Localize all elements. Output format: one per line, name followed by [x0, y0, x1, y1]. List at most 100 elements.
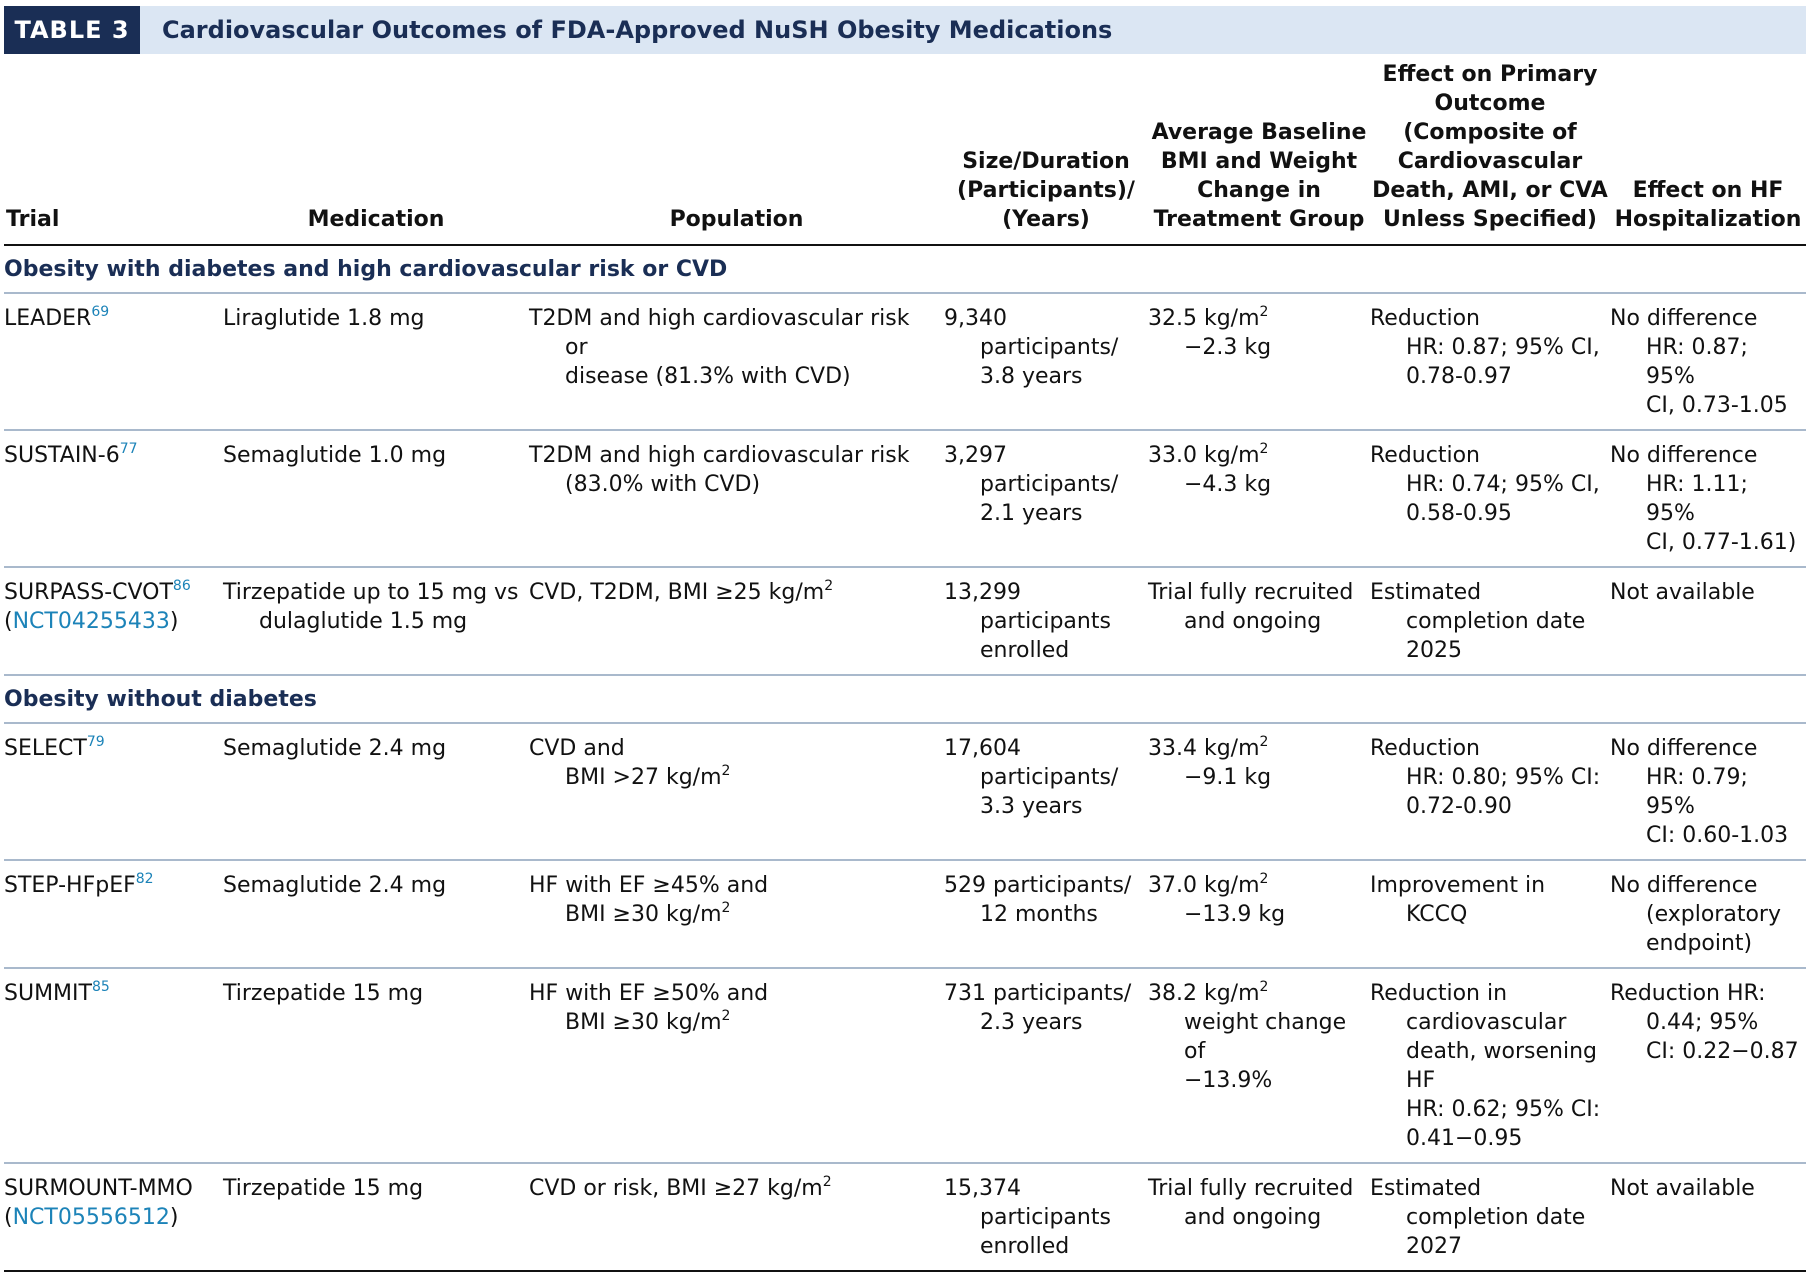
reference-link[interactable]: 77: [119, 441, 138, 457]
cell-hf-hospitalization: Reduction HR: 0.44; 95% CI: 0.22−0.87: [1610, 968, 1806, 1164]
col-header-primary-outcome: Effect on Primary Outcome (Composite of Car…: [1370, 60, 1610, 246]
cell-size-duration: 9,340 participants/3.8 years: [944, 293, 1148, 431]
cell-primary-outcome: Reduction HR: 0.87; 95% CI, 0.78-0.97: [1370, 293, 1610, 431]
cell-primary-outcome-line: Improvement in: [1370, 873, 1546, 898]
cell-hf-hospitalization-line: HR: 1.11; 95%: [1646, 472, 1748, 526]
trial-name: STEP-HFpEF: [4, 873, 136, 898]
table-row: SUSTAIN-677 Semaglutide 1.0 mg T2DM and hi…: [4, 430, 1806, 568]
cell-medication: Tirzepatide 15 mg: [223, 968, 529, 1164]
cell-trial: SURMOUNT-MMO (NCT05556512): [4, 1163, 223, 1272]
cell-size-duration-line: enrolled: [980, 638, 1070, 663]
col-header-medication: Medication: [223, 60, 529, 246]
cell-size-duration: 529 participants/12 months: [944, 860, 1148, 969]
col-header-bmi: Average Baseline BMI and Weight Change in T…: [1148, 60, 1370, 246]
cell-primary-outcome-line: 0.78-0.97: [1406, 364, 1512, 389]
cell-hf-hospitalization-line: CI: 0.60-1.03: [1646, 823, 1789, 848]
reference-link[interactable]: 79: [86, 734, 105, 750]
trial-name: SUSTAIN-6: [4, 443, 120, 468]
cell-population: CVD, T2DM, BMI ≥25 kg/m2: [529, 567, 944, 676]
reference-link[interactable]: 69: [91, 304, 110, 320]
cell-medication-line: Tirzepatide 15 mg: [223, 981, 424, 1006]
table-body: Obesity with diabetes and high cardiovas…: [4, 245, 1806, 1272]
cell-hf-hospitalization-line: 0.44; 95%: [1646, 1010, 1759, 1035]
cell-bmi-weight: Trial fully recruited and ongoing: [1148, 1163, 1370, 1272]
cell-primary-outcome-line: Reduction: [1370, 306, 1480, 331]
cell-hf-hospitalization-line: No difference: [1610, 873, 1758, 898]
cell-size-duration-line: participants: [980, 609, 1111, 634]
cell-primary-outcome-line: KCCQ: [1406, 902, 1468, 927]
cell-primary-outcome-line: HR: 0.87; 95% CI,: [1406, 335, 1600, 360]
cell-size-duration-line: 3.8 years: [980, 364, 1083, 389]
cell-size-duration-line: 3,297: [944, 443, 1007, 468]
cell-medication-line: Semaglutide 1.0 mg: [223, 443, 447, 468]
cell-primary-outcome-line: completion date: [1406, 1205, 1586, 1230]
cell-size-duration-line: participants/: [980, 765, 1119, 790]
cell-bmi-weight-line: 38.2 kg/m: [1148, 981, 1260, 1006]
cell-population: T2DM and high cardiovascular risk (83.0% …: [529, 430, 944, 568]
cell-primary-outcome-line: 2025: [1406, 638, 1462, 663]
trial-name: SUMMIT: [4, 981, 92, 1006]
table-row: SURPASS-CVOT86 (NCT04255433) Tirzepatide u…: [4, 567, 1806, 676]
cell-size-duration-line: 9,340: [944, 306, 1007, 331]
cell-population-line: T2DM and high cardiovascular risk: [529, 443, 910, 468]
cell-bmi-weight-line: −13.9 kg: [1184, 902, 1286, 927]
cell-hf-hospitalization-line: CI, 0.73-1.05: [1646, 393, 1788, 418]
cell-population: HF with EF ≥50% and BMI ≥30 kg/m2: [529, 968, 944, 1164]
cell-primary-outcome-line: Reduction in: [1370, 981, 1508, 1006]
trial-registry-link[interactable]: NCT05556512: [12, 1205, 170, 1230]
cell-medication-line: Semaglutide 2.4 mg: [223, 736, 447, 761]
cell-population-line: T2DM and high cardiovascular risk or: [529, 306, 910, 360]
cell-hf-hospitalization-line: (exploratory: [1646, 902, 1781, 927]
reference-link[interactable]: 86: [172, 578, 191, 594]
cell-trial: SURPASS-CVOT86 (NCT04255433): [4, 567, 223, 676]
col-header-trial: Trial: [4, 60, 223, 246]
cell-hf-hospitalization-line: HR: 0.79; 95%: [1646, 765, 1748, 819]
cell-bmi-weight-line: and ongoing: [1184, 609, 1322, 634]
cell-population-line: HF with EF ≥45% and: [529, 873, 769, 898]
cell-primary-outcome-line: HR: 0.74; 95% CI,: [1406, 472, 1600, 497]
cell-size-duration-line: 731 participants/: [944, 981, 1132, 1006]
cell-hf-hospitalization: No difference HR: 0.87; 95% CI, 0.73-1.05: [1610, 293, 1806, 431]
cell-trial: LEADER69: [4, 293, 223, 431]
table-number-tag: TABLE 3: [4, 6, 140, 54]
cell-hf-hospitalization-line: No difference: [1610, 443, 1758, 468]
cell-hf-hospitalization-line: Reduction HR:: [1610, 981, 1766, 1006]
reference-link[interactable]: 82: [135, 871, 154, 887]
cell-bmi-weight-line: 32.5 kg/m: [1148, 306, 1260, 331]
trial-name: LEADER: [4, 306, 92, 331]
cell-population-line: CVD and: [529, 736, 625, 761]
cell-size-duration-line: 529 participants/: [944, 873, 1132, 898]
cell-size-duration-line: 3.3 years: [980, 794, 1083, 819]
cell-trial: SELECT79: [4, 723, 223, 861]
cell-bmi-weight-line: −4.3 kg: [1184, 472, 1272, 497]
cell-size-duration-line: 17,604: [944, 736, 1021, 761]
cell-primary-outcome-line: HF: [1406, 1068, 1436, 1093]
col-header-hf: Effect on HF Hospitalization: [1610, 60, 1806, 246]
cell-medication: Liraglutide 1.8 mg: [223, 293, 529, 431]
reference-link[interactable]: 85: [91, 979, 110, 995]
outcomes-table: Trial Medication Population Size/Duratio…: [4, 60, 1806, 1272]
section-label: Obesity without diabetes: [4, 675, 1806, 724]
cell-medication: Tirzepatide up to 15 mg vs dulaglutide 1.…: [223, 567, 529, 676]
cell-bmi-weight: 32.5 kg/m2 −2.3 kg: [1148, 293, 1370, 431]
cell-medication: Semaglutide 2.4 mg: [223, 723, 529, 861]
trial-registry-link[interactable]: NCT04255433: [12, 609, 170, 634]
cell-primary-outcome-line: 0.72-0.90: [1406, 794, 1512, 819]
col-header-size: Size/Duration (Participants)/(Years): [944, 60, 1148, 246]
cell-bmi-weight: 38.2 kg/m2 weight change of −13.9%: [1148, 968, 1370, 1164]
cell-bmi-weight-line: −2.3 kg: [1184, 335, 1272, 360]
cell-population-line: HF with EF ≥50% and: [529, 981, 769, 1006]
cell-size-duration-line: 12 months: [980, 902, 1098, 927]
cell-population: HF with EF ≥45% and BMI ≥30 kg/m2: [529, 860, 944, 969]
cell-population-line: CVD or risk, BMI ≥27 kg/m: [529, 1176, 823, 1201]
cell-size-duration-line: 2.3 years: [980, 1010, 1083, 1035]
cell-population-line: disease (81.3% with CVD): [565, 364, 851, 389]
cell-primary-outcome: Reduction HR: 0.74; 95% CI, 0.58-0.95: [1370, 430, 1610, 568]
cell-hf-hospitalization: No difference HR: 0.79; 95% CI: 0.60-1.03: [1610, 723, 1806, 861]
cell-bmi-weight-line: −9.1 kg: [1184, 765, 1272, 790]
cell-primary-outcome-line: completion date: [1406, 609, 1586, 634]
cell-hf-hospitalization: Not available: [1610, 1163, 1806, 1272]
trial-name: SELECT: [4, 736, 87, 761]
cell-bmi-weight-line: and ongoing: [1184, 1205, 1322, 1230]
cell-hf-hospitalization-line: No difference: [1610, 306, 1758, 331]
